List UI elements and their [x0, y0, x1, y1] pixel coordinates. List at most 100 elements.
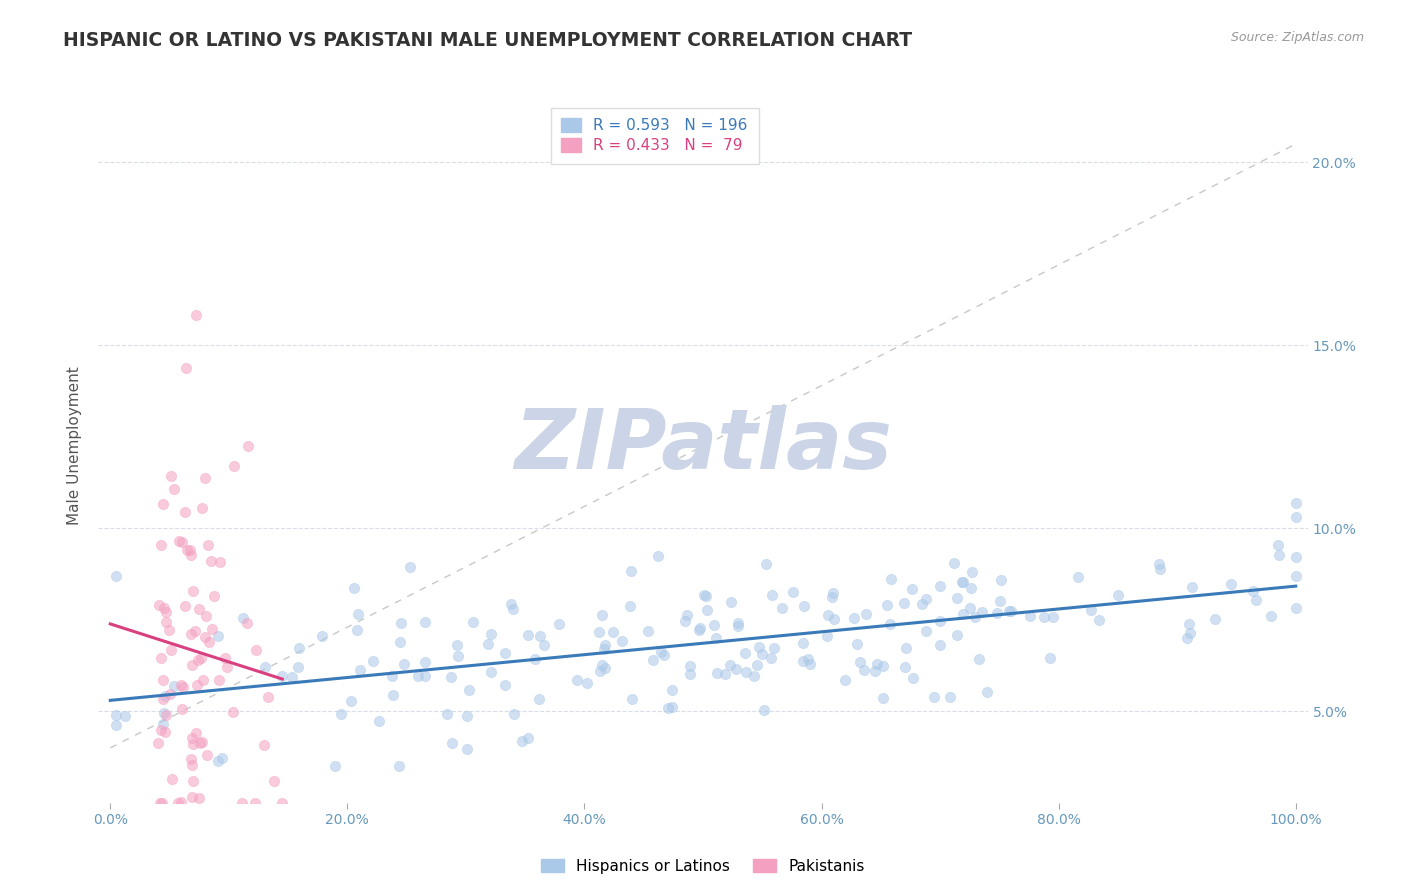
Point [494, 678, 516, 692]
Point [323, 759, 346, 773]
Point [880, 572, 903, 586]
Point [181, 790, 204, 805]
Point [179, 542, 201, 557]
Point [461, 615, 484, 629]
Point [876, 599, 898, 613]
Point [619, 599, 641, 614]
Point [588, 665, 610, 679]
Point [922, 690, 945, 704]
Point [176, 543, 198, 558]
Point [388, 759, 411, 773]
Point [893, 596, 915, 610]
Point [153, 706, 176, 720]
Point [815, 630, 838, 644]
Point [1260, 608, 1282, 623]
Point [197, 747, 219, 762]
Point [150, 796, 173, 810]
Point [661, 683, 683, 698]
Point [1285, 549, 1308, 564]
Point [703, 618, 725, 632]
Point [346, 623, 368, 637]
Point [657, 700, 679, 714]
Point [952, 574, 974, 589]
Point [194, 471, 217, 485]
Point [1204, 612, 1226, 626]
Point [440, 670, 463, 684]
Point [695, 589, 717, 603]
Point [696, 603, 718, 617]
Point [1241, 583, 1264, 598]
Point [676, 608, 699, 623]
Point [166, 796, 188, 810]
Point [647, 549, 669, 563]
Point [329, 706, 352, 721]
Point [174, 505, 197, 519]
Point [527, 691, 550, 706]
Point [963, 610, 986, 624]
Point [529, 629, 551, 643]
Point [413, 615, 436, 629]
Point [945, 628, 967, 642]
Point [1181, 580, 1204, 594]
Point [894, 640, 917, 655]
Point [180, 549, 202, 563]
Point [959, 581, 981, 595]
Point [986, 607, 1008, 621]
Point [998, 604, 1021, 618]
Point [1039, 650, 1062, 665]
Point [988, 594, 1011, 608]
Point [679, 658, 702, 673]
Point [446, 638, 468, 652]
Point [105, 718, 128, 732]
Point [799, 657, 821, 672]
Point [257, 690, 280, 704]
Point [347, 607, 370, 621]
Point [207, 628, 229, 642]
Point [817, 607, 839, 622]
Point [727, 616, 749, 631]
Point [436, 706, 458, 721]
Point [848, 655, 870, 669]
Point [105, 708, 128, 723]
Point [187, 653, 209, 667]
Point [174, 360, 197, 375]
Point [792, 654, 814, 668]
Point [970, 605, 993, 619]
Point [754, 557, 776, 571]
Point [929, 638, 952, 652]
Point [720, 594, 742, 608]
Point [398, 559, 420, 574]
Point [751, 647, 773, 661]
Point [1019, 609, 1042, 624]
Point [548, 616, 571, 631]
Point [368, 714, 391, 729]
Point [153, 600, 176, 615]
Point [688, 624, 710, 638]
Point [852, 663, 875, 677]
Point [155, 707, 177, 722]
Point [211, 751, 233, 765]
Point [734, 646, 756, 660]
Point [153, 690, 176, 704]
Point [155, 606, 177, 620]
Legend: Hispanics or Latinos, Pakistanis: Hispanics or Latinos, Pakistanis [536, 853, 870, 880]
Point [706, 666, 728, 681]
Point [752, 703, 775, 717]
Point [163, 679, 186, 693]
Point [946, 591, 969, 605]
Point [1087, 613, 1109, 627]
Point [479, 627, 502, 641]
Point [943, 556, 966, 570]
Point [253, 738, 276, 752]
Point [191, 673, 214, 688]
Point [759, 651, 782, 665]
Point [637, 624, 659, 639]
Point [160, 642, 183, 657]
Point [821, 590, 844, 604]
Point [894, 660, 917, 674]
Point [287, 660, 309, 674]
Point [245, 642, 267, 657]
Point [742, 668, 765, 682]
Point [689, 621, 711, 635]
Point [929, 614, 952, 628]
